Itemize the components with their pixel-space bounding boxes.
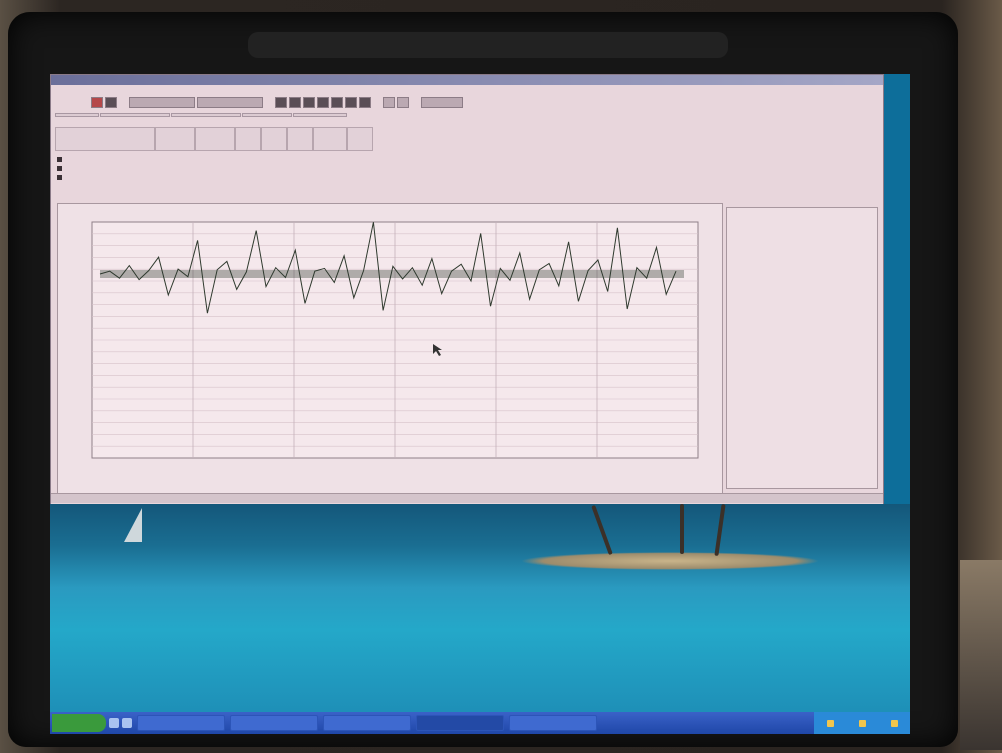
tab-row — [55, 113, 347, 117]
column-header[interactable] — [195, 127, 235, 151]
taskbar-item[interactable] — [137, 715, 225, 731]
column-header[interactable] — [55, 127, 155, 151]
palm-tree — [680, 504, 684, 554]
table-row[interactable] — [57, 173, 457, 182]
toolbar-button[interactable] — [421, 96, 463, 108]
tray-icon[interactable] — [858, 719, 866, 727]
data-rows — [57, 155, 457, 182]
taskbar-item[interactable] — [416, 715, 504, 731]
taskbar — [50, 712, 910, 734]
toolbar-field[interactable] — [197, 96, 263, 108]
tab[interactable] — [242, 113, 292, 117]
toolbar — [51, 95, 883, 109]
toolbar-record-icon[interactable] — [91, 96, 103, 108]
taskbar-item[interactable] — [509, 715, 597, 731]
signal-noise-band — [100, 270, 684, 278]
signal-trace — [99, 222, 677, 314]
tab[interactable] — [100, 113, 170, 117]
toolbar-stop-icon[interactable] — [105, 96, 117, 108]
legend-panel — [726, 207, 878, 489]
tab[interactable] — [171, 113, 241, 117]
desk-object — [960, 560, 1002, 750]
window-titlebar[interactable] — [51, 75, 883, 85]
status-bar — [51, 493, 883, 503]
tab[interactable] — [55, 113, 99, 117]
column-header[interactable] — [261, 127, 287, 151]
toolbar-button[interactable] — [303, 96, 315, 108]
menu-bar — [51, 85, 887, 94]
mouse-cursor-icon — [433, 344, 442, 356]
toolbar-button[interactable] — [383, 96, 395, 108]
taskbar-item[interactable] — [323, 715, 411, 731]
tray-icon[interactable] — [826, 719, 834, 727]
application-window — [50, 74, 884, 506]
column-header[interactable] — [155, 127, 195, 151]
toolbar-button[interactable] — [359, 96, 371, 108]
toolbar-button[interactable] — [345, 96, 357, 108]
column-header[interactable] — [313, 127, 347, 151]
monitor-screen — [50, 74, 910, 734]
signal-chart[interactable] — [58, 204, 722, 494]
toolbar-field[interactable] — [129, 96, 195, 108]
toolbar-button[interactable] — [289, 96, 301, 108]
toolbar-button[interactable] — [317, 96, 329, 108]
chart-panel — [57, 203, 723, 495]
start-button[interactable] — [52, 714, 106, 732]
desktop-wallpaper — [50, 503, 910, 714]
palm-tree — [714, 503, 726, 557]
palm-tree — [591, 504, 613, 556]
sand-island — [520, 552, 820, 570]
toolbar-button[interactable] — [331, 96, 343, 108]
quick-launch-icon[interactable] — [122, 718, 132, 728]
column-header[interactable] — [347, 127, 373, 151]
toolbar-button[interactable] — [397, 96, 409, 108]
bezel-top — [248, 32, 728, 58]
table-row[interactable] — [57, 164, 457, 173]
tab[interactable] — [293, 113, 347, 117]
tray-icon[interactable] — [890, 719, 898, 727]
toolbar-button[interactable] — [275, 96, 287, 108]
system-tray — [814, 712, 910, 734]
quick-launch-icon[interactable] — [109, 718, 119, 728]
column-header[interactable] — [287, 127, 313, 151]
column-headers — [55, 127, 373, 151]
sailboat — [124, 508, 142, 542]
column-header[interactable] — [235, 127, 261, 151]
taskbar-item[interactable] — [230, 715, 318, 731]
table-row[interactable] — [57, 155, 457, 164]
